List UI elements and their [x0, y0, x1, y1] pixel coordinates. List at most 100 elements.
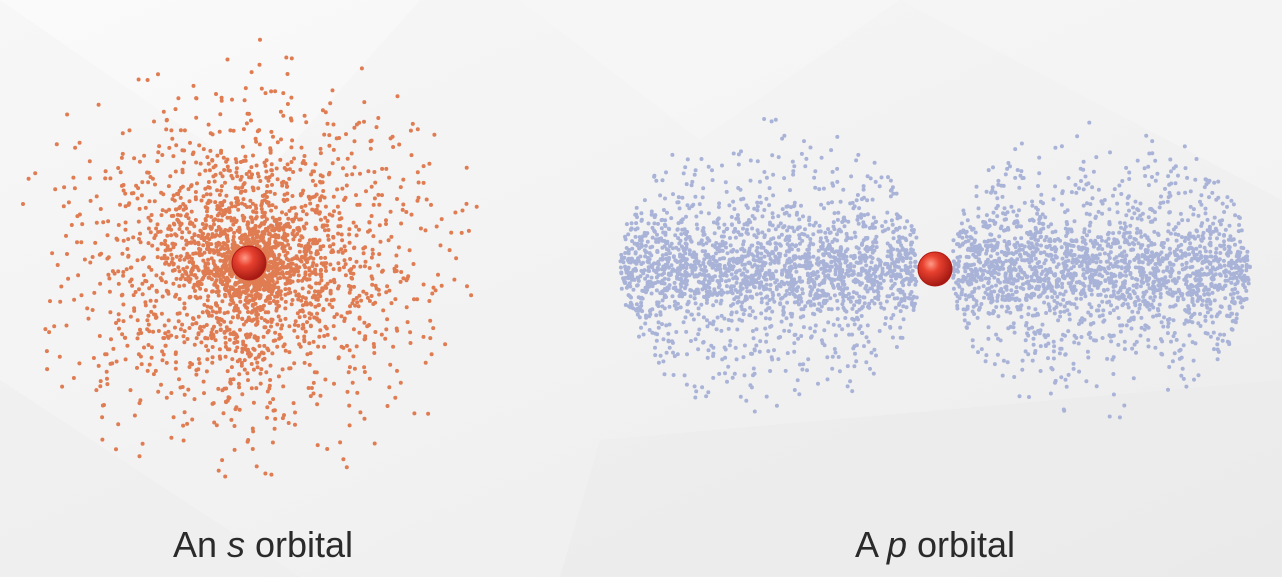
electron-dot [677, 288, 682, 293]
electron-dot [714, 327, 719, 332]
electron-dot [785, 234, 790, 239]
electron-dot [729, 215, 734, 219]
electron-dot [830, 354, 835, 359]
electron-dot [289, 145, 294, 150]
electron-dot [841, 292, 845, 297]
electron-dot [755, 245, 760, 250]
electron-dot [148, 230, 153, 235]
electron-dot [204, 344, 209, 349]
electron-dot [219, 95, 224, 100]
electron-dot [161, 352, 166, 357]
electron-dot [314, 297, 319, 302]
electron-dot [357, 202, 362, 207]
electron-dot [466, 228, 471, 233]
electron-dot [215, 204, 220, 208]
electron-dot [785, 260, 789, 265]
electron-dot [398, 380, 403, 385]
electron-dot [307, 266, 312, 271]
electron-dot [185, 337, 190, 341]
electron-dot [415, 297, 420, 302]
electron-dot [314, 252, 319, 257]
electron-dot [247, 175, 252, 180]
electron-dot [216, 468, 221, 473]
electron-dot [914, 235, 919, 240]
electron-dot [773, 247, 778, 252]
electron-dot [645, 283, 650, 288]
electron-dot [250, 201, 255, 206]
electron-dot [748, 305, 753, 310]
electron-dot [229, 286, 234, 291]
electron-dot [735, 249, 739, 254]
electron-dot [220, 299, 225, 304]
electron-dot [303, 329, 308, 334]
electron-dot [672, 299, 677, 304]
electron-dot [842, 275, 846, 280]
electron-dot [912, 251, 917, 256]
electron-dot [194, 372, 199, 377]
electron-dot [726, 318, 731, 322]
electron-dot [427, 299, 432, 303]
electron-dot [220, 458, 225, 463]
electron-dot [848, 262, 853, 267]
electron-dot [211, 332, 216, 337]
electron-dot [347, 227, 352, 232]
electron-dot [224, 257, 229, 262]
electron-dot [688, 294, 693, 299]
electron-dot [717, 371, 722, 376]
electron-dot [1117, 415, 1122, 420]
electron-dot [676, 247, 681, 252]
electron-dot [255, 360, 260, 365]
electron-dot [750, 309, 755, 314]
electron-dot [250, 302, 255, 307]
electron-dot [229, 173, 234, 178]
electron-dot [811, 254, 816, 259]
electron-dot [272, 285, 276, 290]
electron-dot [160, 208, 165, 213]
electron-dot [94, 194, 99, 199]
electron-dot [771, 251, 776, 256]
electron-dot [835, 179, 840, 184]
electron-dot [126, 254, 131, 259]
electron-dot [242, 367, 247, 372]
electron-dot [155, 255, 160, 260]
electron-dot [349, 267, 354, 272]
electron-dot [860, 331, 865, 335]
electron-dot [871, 215, 876, 220]
electron-dot [285, 233, 290, 237]
electron-dot [711, 303, 716, 308]
electron-dot [69, 223, 74, 227]
electron-dot [900, 256, 905, 260]
electron-dot [314, 281, 319, 286]
electron-dot [220, 388, 225, 393]
electron-dot [318, 196, 323, 201]
electron-dot [875, 288, 880, 293]
electron-dot [138, 240, 143, 245]
electron-dot [178, 385, 183, 390]
electron-dot [818, 293, 823, 298]
electron-dot [815, 307, 820, 312]
electron-dot [186, 187, 191, 192]
electron-dot [321, 244, 326, 249]
electron-dot [258, 305, 263, 309]
electron-dot [174, 335, 179, 339]
electron-dot [199, 282, 204, 287]
electron-dot [191, 251, 196, 256]
electron-dot [213, 172, 218, 177]
electron-dot [75, 240, 79, 245]
electron-dot [635, 243, 640, 248]
electron-dot [845, 364, 850, 369]
electron-dot [716, 285, 721, 290]
electron-dot [267, 253, 272, 258]
electron-dot [685, 262, 690, 267]
electron-dot [650, 225, 655, 230]
electron-dot [359, 298, 364, 303]
electron-dot [633, 266, 638, 271]
electron-dot [820, 288, 825, 293]
electron-dot [343, 273, 348, 278]
electron-dot [302, 113, 307, 118]
electron-dot [793, 265, 798, 270]
electron-dot [681, 171, 686, 176]
electron-dot [143, 303, 148, 308]
electron-dot [835, 306, 840, 311]
electron-dot [718, 301, 723, 306]
